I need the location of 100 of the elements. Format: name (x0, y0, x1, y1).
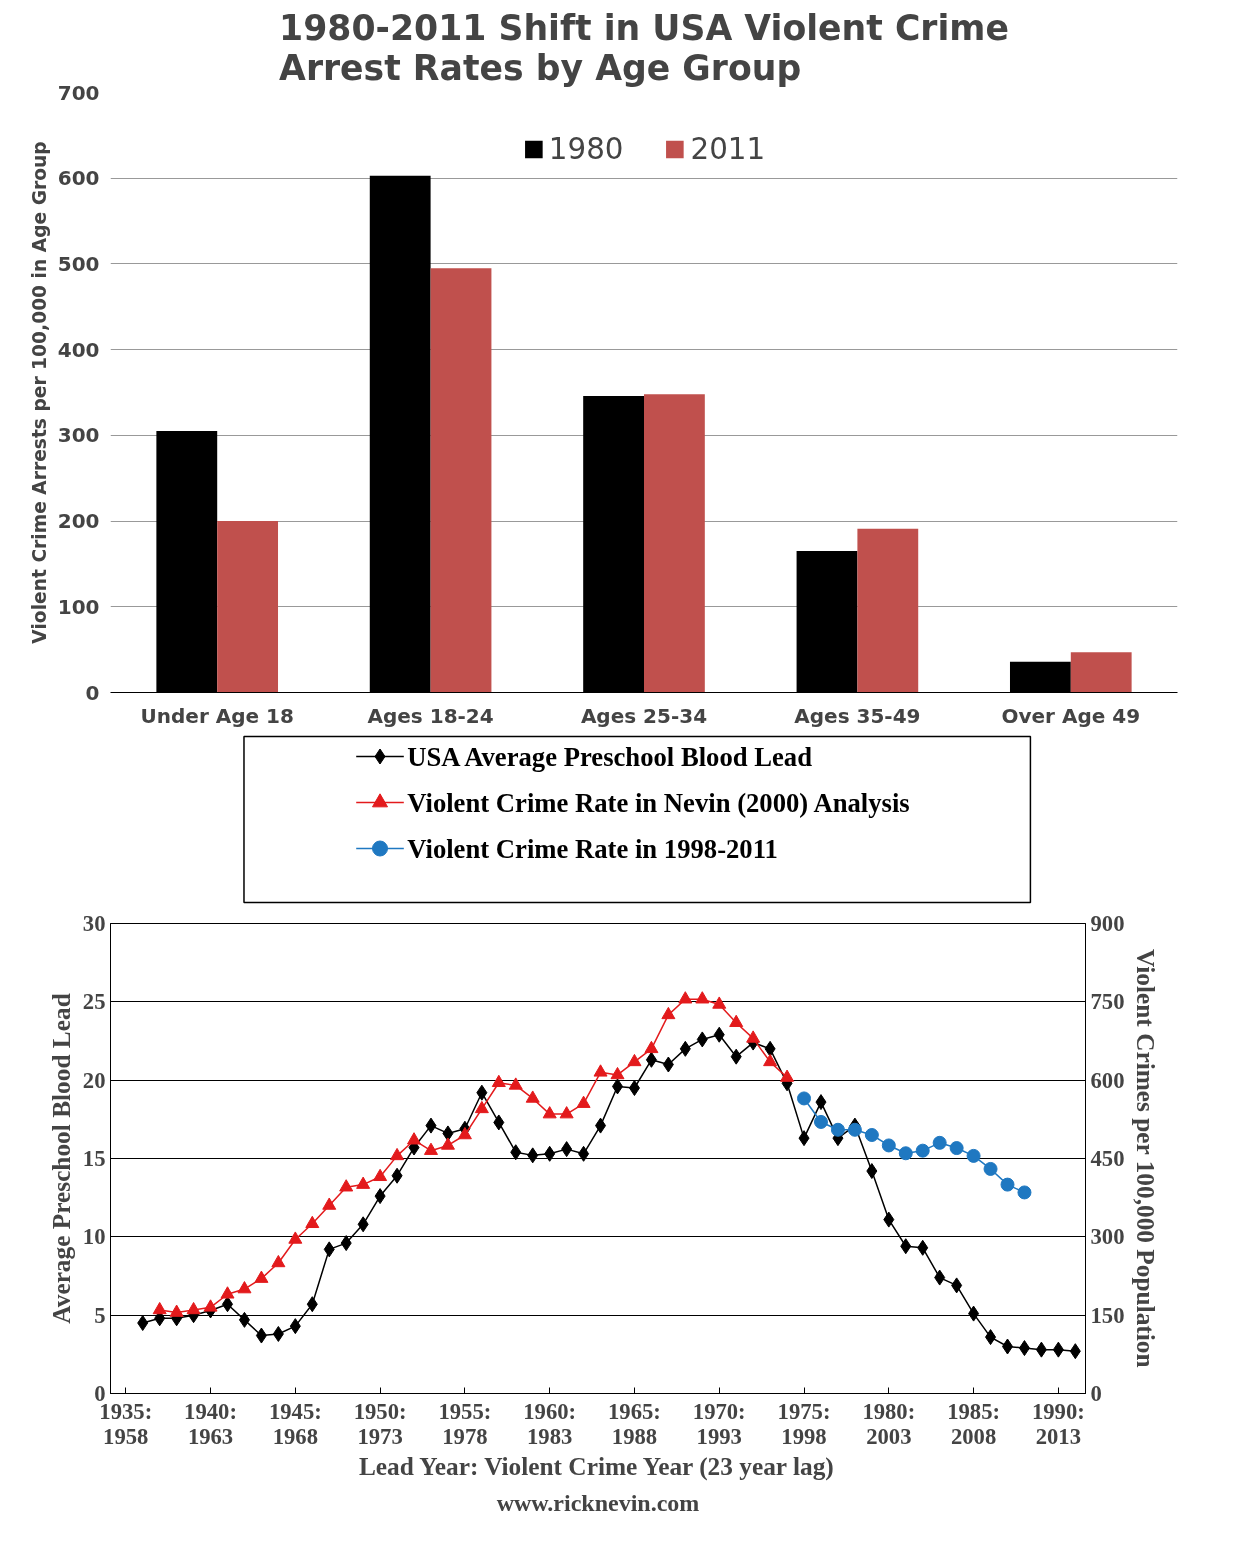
legend-label: Violent Crime Rate in 1998-2011 (407, 833, 778, 864)
x-tick-label: 1950: (353, 1398, 407, 1424)
point (1069, 1343, 1081, 1360)
point (883, 1211, 895, 1228)
point (780, 1069, 795, 1082)
y2-tick-label: 900 (1090, 911, 1125, 936)
x-tick-label: Over Age 49 (1001, 703, 1141, 728)
point (440, 1137, 455, 1150)
x-tick-label: Ages 25-34 (580, 703, 708, 728)
x-tick-label: 1965: (608, 1398, 661, 1424)
point (900, 1238, 912, 1255)
y-tick-label: 700 (57, 80, 100, 105)
point (340, 1235, 352, 1252)
point (866, 1163, 878, 1180)
legend-label: 1980 (548, 132, 624, 166)
point (491, 1074, 506, 1088)
x2-tick-label: 1988 (611, 1423, 658, 1449)
point (271, 1254, 286, 1268)
x2-tick-label: 1978 (442, 1423, 488, 1449)
y-tick-label: 0 (85, 680, 100, 705)
point (917, 1239, 929, 1256)
point (390, 1147, 405, 1161)
point (815, 1094, 827, 1111)
point (662, 1056, 674, 1073)
y-tick-label: 200 (57, 509, 100, 534)
point (932, 1135, 947, 1150)
point (339, 1179, 354, 1192)
y-tick-label: 10 (82, 1224, 106, 1250)
point (544, 1145, 556, 1162)
point (712, 996, 727, 1009)
x2-tick-label: 1958 (103, 1423, 149, 1449)
point (864, 1128, 879, 1142)
point (238, 1311, 250, 1328)
point (628, 1080, 640, 1096)
point (951, 1277, 963, 1294)
point (137, 1315, 149, 1331)
bar (857, 528, 919, 693)
x2-tick-label: 1983 (527, 1423, 573, 1449)
point (797, 1091, 812, 1106)
point (729, 1014, 744, 1027)
legend-label: 2011 (690, 132, 766, 166)
point (542, 1106, 557, 1119)
x2-tick-label: 2008 (950, 1423, 997, 1449)
x-tick-label: 1970: (692, 1398, 746, 1424)
x-tick-label: 1980: (862, 1398, 916, 1424)
point (934, 1269, 946, 1286)
x2-tick-label: 1968 (272, 1423, 318, 1449)
point (391, 1167, 403, 1184)
point (644, 1040, 659, 1054)
point (374, 1188, 386, 1205)
y2-tick-label: 450 (1090, 1146, 1125, 1171)
point (561, 1141, 573, 1158)
y2-tick-label: 300 (1090, 1224, 1125, 1250)
point (730, 1048, 742, 1065)
point (696, 1031, 708, 1048)
point (254, 1270, 269, 1283)
point (593, 1064, 608, 1077)
text: www.ricknevin.com (496, 1489, 700, 1516)
x2-tick-label: 1963 (187, 1423, 234, 1449)
point (474, 1100, 489, 1114)
chart-title: 1980-2011 Shift in USA Violent Crime Arrest Rates by Age Group (279, 7, 1009, 88)
point (423, 1142, 438, 1155)
point (457, 1126, 472, 1140)
y2-tick-label: 0 (1090, 1381, 1102, 1406)
x-tick-label: 1955: (438, 1398, 492, 1424)
legend-label: Violent Crime Rate in Nevin (2000) Analysis (407, 787, 910, 818)
point (305, 1215, 320, 1229)
point (898, 1146, 913, 1161)
bar (430, 268, 492, 693)
point (695, 991, 710, 1004)
point (1018, 1340, 1030, 1357)
y2-tick-label: 600 (1090, 1067, 1125, 1093)
x-tick-label: Ages 35-49 (794, 703, 921, 728)
point (476, 1084, 488, 1101)
point (356, 1176, 371, 1189)
point (357, 1216, 369, 1233)
y-tick-label: 100 (57, 594, 100, 619)
point (237, 1281, 252, 1294)
y2-tick-label: 750 (1090, 989, 1125, 1015)
point (576, 1095, 591, 1108)
point (527, 1147, 539, 1164)
x-tick-label: 1975: (777, 1398, 831, 1424)
x2-tick-label: 1973 (357, 1423, 403, 1449)
point (322, 1197, 337, 1210)
point (627, 1053, 642, 1067)
x2-tick-label: 2003 (866, 1423, 912, 1449)
y-tick-label: 20 (82, 1067, 106, 1093)
x-tick-label: 1985: (947, 1398, 1001, 1424)
y-tick-label: 30 (82, 911, 106, 936)
y2-tick-label: 150 (1090, 1302, 1125, 1328)
y-tick-label: 15 (82, 1146, 106, 1171)
y-tick-label: 25 (82, 989, 106, 1015)
point (272, 1325, 284, 1342)
point (595, 1117, 607, 1134)
bar (217, 521, 279, 693)
point (847, 1122, 862, 1137)
point (255, 1327, 267, 1344)
point (425, 1117, 437, 1134)
bar (644, 394, 705, 693)
point (407, 1132, 422, 1145)
